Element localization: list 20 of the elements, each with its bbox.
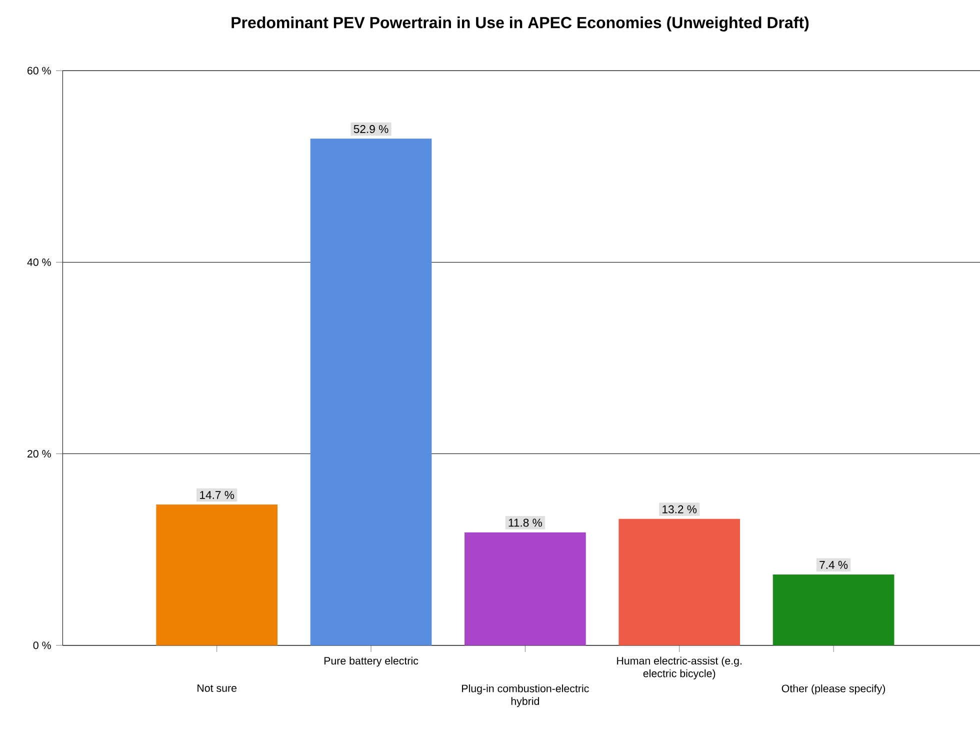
chart-title: Predominant PEV Powertrain in Use in APEC Economies (Unweighted Draft) [232, 16, 809, 32]
data-label: 13.2 % [662, 505, 697, 514]
bar [156, 504, 278, 646]
y-tick-label: 20 % [28, 450, 51, 458]
data-label: 14.7 % [200, 491, 234, 500]
x-tick-label: Pure battery electric [324, 656, 418, 667]
data-label: 52.9 % [354, 125, 388, 134]
x-tick-label: Not sure [198, 684, 237, 692]
x-tick-label: Other (please specify) [782, 684, 886, 695]
y-tick-label: 0 % [33, 642, 51, 650]
bar [464, 532, 586, 646]
bar [618, 519, 740, 646]
x-tick-label: Plug-in combustion-electric hybrid [462, 684, 589, 708]
x-tick-label: Human electric-assist (e.g. electric bicycle) [617, 656, 742, 680]
data-label: 7.4 % [820, 561, 848, 570]
y-tick-label: 60 % [28, 67, 51, 75]
bar [310, 138, 432, 646]
data-label: 11.8 % [508, 518, 542, 527]
bar [772, 574, 894, 646]
y-tick-label: 40 % [27, 258, 51, 266]
